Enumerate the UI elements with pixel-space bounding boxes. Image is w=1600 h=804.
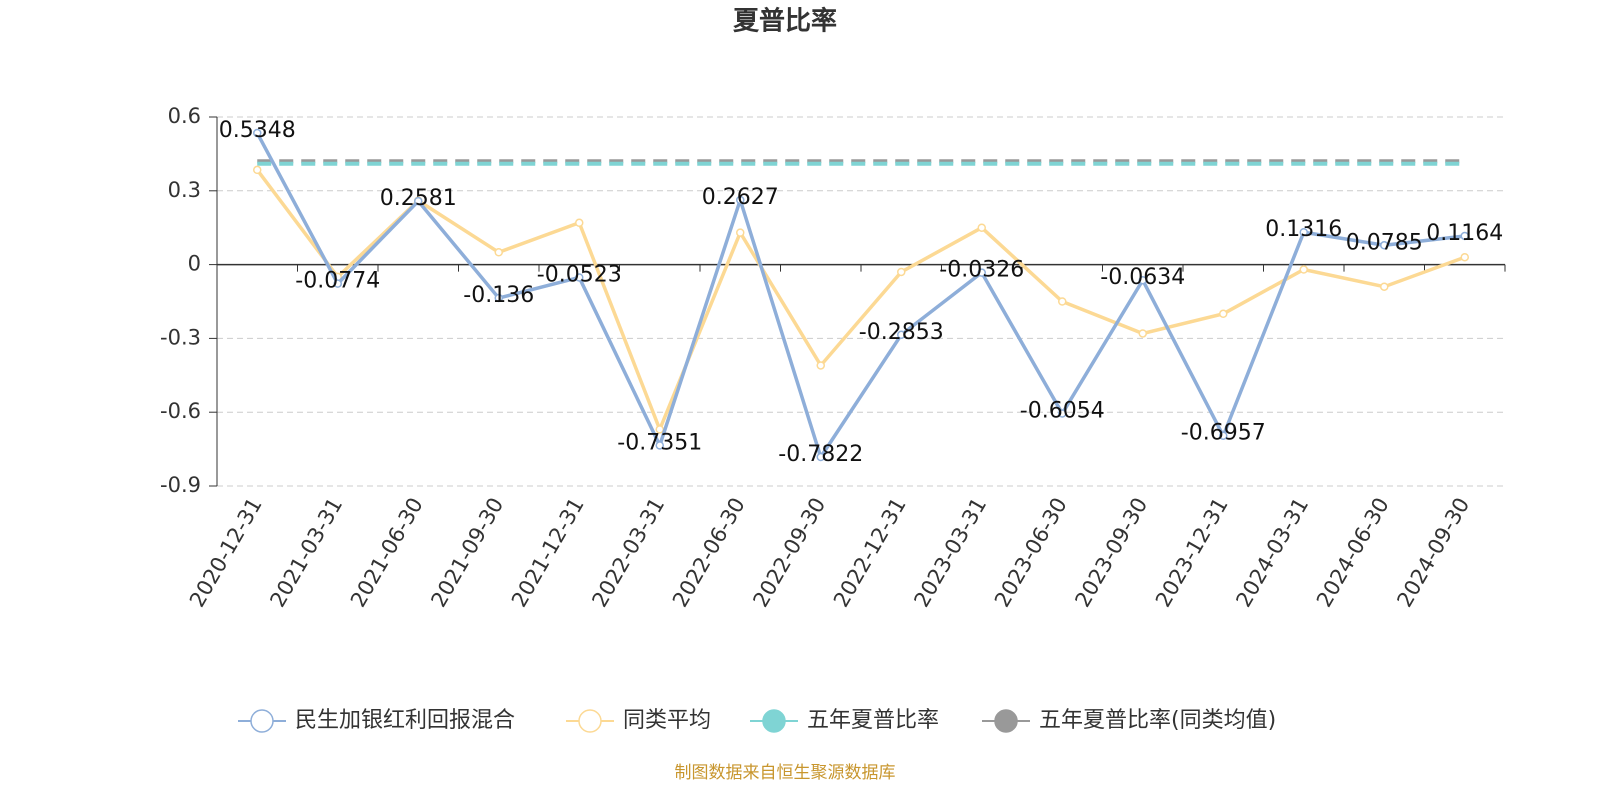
point	[575, 218, 584, 228]
x-tick-label: 2023-03-31	[909, 494, 991, 612]
point	[1219, 309, 1228, 319]
data-label: -0.0523	[537, 262, 622, 287]
point	[1138, 275, 1147, 285]
data-label: -0.7351	[617, 430, 702, 455]
series-line	[255, 132, 1465, 462]
point	[897, 330, 906, 340]
x-tick-label: 2021-06-30	[346, 494, 428, 612]
legend-marker	[250, 709, 274, 733]
data-label: -0.6957	[1181, 421, 1266, 446]
point	[1058, 297, 1067, 306]
y-tick-label: 0	[188, 252, 201, 276]
point	[253, 128, 262, 138]
series-line	[255, 168, 1466, 435]
x-tick-label: 2022-12-31	[829, 494, 911, 612]
point	[655, 441, 664, 450]
chart-title: 夏普比率	[733, 6, 837, 37]
data-label: 0.1316	[1265, 217, 1342, 242]
x-tick-label: 2024-03-31	[1231, 494, 1313, 612]
point	[1219, 431, 1228, 440]
x-tick-label: 2023-09-30	[1070, 494, 1152, 612]
x-tick-label: 2022-06-30	[668, 494, 750, 612]
point	[736, 195, 745, 205]
x-tick-label: 2020-12-31	[185, 494, 267, 612]
point	[1299, 265, 1308, 274]
point	[977, 268, 986, 277]
point	[494, 248, 503, 257]
legend-marker	[994, 709, 1018, 733]
point	[1299, 227, 1308, 237]
point	[1460, 252, 1469, 262]
point	[897, 267, 906, 277]
x-tick-label: 2023-12-31	[1151, 494, 1233, 612]
point	[816, 361, 825, 370]
y-tick-label: -0.6	[160, 399, 201, 423]
y-tick-label: -0.9	[160, 473, 201, 497]
x-tick-label: 2023-06-30	[990, 494, 1072, 612]
data-label: -0.7822	[778, 442, 863, 467]
point	[414, 196, 423, 206]
point	[1058, 409, 1067, 418]
legend-label: 民生加银红利回报混合	[295, 708, 515, 733]
point	[253, 165, 262, 175]
x-tick-label: 2024-09-30	[1392, 494, 1474, 612]
legend-label: 五年夏普比率(同类均值)	[1039, 708, 1276, 733]
point	[977, 223, 986, 232]
data-label: 0.1164	[1426, 221, 1503, 246]
data-label: 0.0785	[1346, 230, 1423, 255]
x-tick-label: 2022-09-30	[748, 494, 830, 612]
legend-marker	[578, 709, 602, 733]
point	[736, 228, 745, 237]
y-tick-label: -0.3	[160, 325, 201, 349]
point	[1380, 241, 1389, 250]
data-label: 0.2581	[380, 186, 457, 211]
data-label: -0.136	[463, 283, 534, 308]
data-label: 0.2627	[702, 185, 779, 210]
x-tick-label: 2024-06-30	[1312, 494, 1394, 612]
data-label: -0.0634	[1100, 265, 1185, 290]
point	[1380, 282, 1389, 291]
point	[1138, 329, 1147, 338]
point	[575, 273, 584, 282]
point	[333, 279, 342, 288]
point	[816, 452, 825, 462]
source-note: 制图数据来自恒生聚源数据库	[675, 763, 896, 783]
data-label: 0.5348	[219, 118, 296, 143]
y-tick-label: 0.6	[168, 104, 201, 128]
data-label: -0.6054	[1020, 399, 1105, 424]
x-tick-label: 2022-03-31	[587, 494, 669, 612]
data-label: -0.0774	[295, 269, 380, 294]
x-tick-label: 2021-12-31	[507, 494, 589, 612]
legend-label: 同类平均	[623, 708, 711, 733]
legend-label: 五年夏普比率	[807, 708, 939, 733]
x-tick-label: 2021-09-30	[426, 494, 508, 612]
y-tick-label: 0.3	[168, 178, 201, 202]
x-tick-label: 2021-03-31	[265, 494, 347, 612]
point	[494, 293, 503, 303]
data-label: -0.0326	[939, 258, 1024, 283]
legend-marker	[762, 709, 786, 733]
data-label: -0.2853	[859, 320, 944, 345]
point	[1460, 231, 1469, 241]
